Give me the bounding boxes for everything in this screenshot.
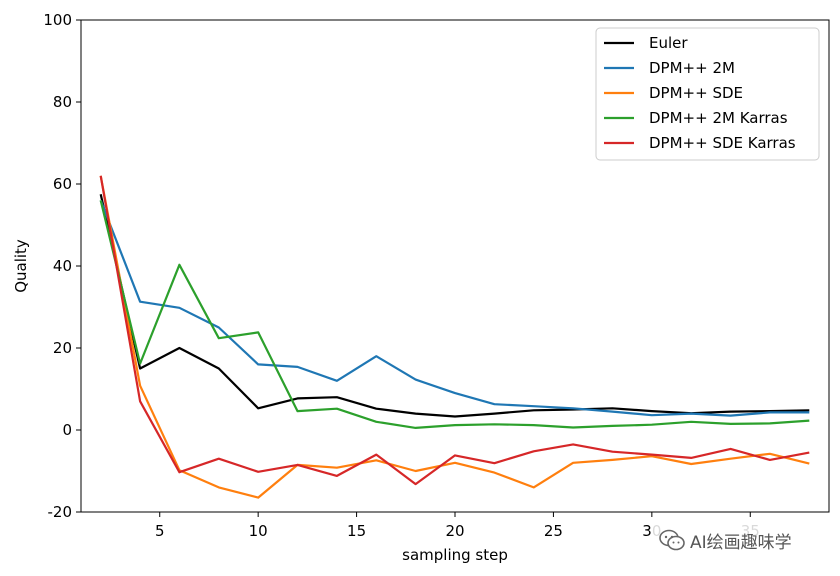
y-axis-label: Quality	[12, 239, 30, 293]
y-tick-label: 100	[43, 11, 72, 29]
legend: Euler DPM++ 2M DPM++ SDE DPM++ 2M Karras DPM…	[595, 27, 820, 161]
legend-label: DPM++ 2M Karras	[649, 109, 788, 127]
watermark-text: AI绘画趣味学	[690, 532, 792, 553]
watermark: AI绘画趣味学	[652, 525, 798, 555]
plot-lines	[99, 175, 810, 499]
x-tick-label: 15	[347, 522, 366, 540]
series-line-1	[99, 200, 810, 417]
series-line-4	[99, 175, 810, 486]
y-tick-label: -20	[48, 503, 73, 521]
legend-label: DPM++ SDE Karras	[649, 134, 796, 152]
series-line-3	[99, 200, 810, 429]
legend-box	[595, 27, 820, 161]
legend-label: DPM++ SDE	[649, 84, 743, 102]
wechat-icon	[659, 529, 685, 551]
legend-label: DPM++ 2M	[649, 59, 735, 77]
y-tick-label: 40	[53, 257, 72, 275]
x-tick-label: 25	[544, 522, 563, 540]
legend-label: Euler	[649, 34, 688, 52]
series-line-0	[99, 194, 810, 418]
y-axis-ticks: -20 0 20 40 60 80 100	[43, 11, 81, 521]
x-axis-label: sampling step	[402, 546, 508, 564]
x-tick-label: 5	[155, 522, 165, 540]
y-tick-label: 60	[53, 175, 72, 193]
series-line-2	[99, 175, 810, 499]
y-tick-label: 80	[53, 93, 72, 111]
x-tick-label: 20	[445, 522, 464, 540]
x-tick-label: 10	[249, 522, 268, 540]
y-tick-label: 0	[62, 421, 72, 439]
y-tick-label: 20	[53, 339, 72, 357]
